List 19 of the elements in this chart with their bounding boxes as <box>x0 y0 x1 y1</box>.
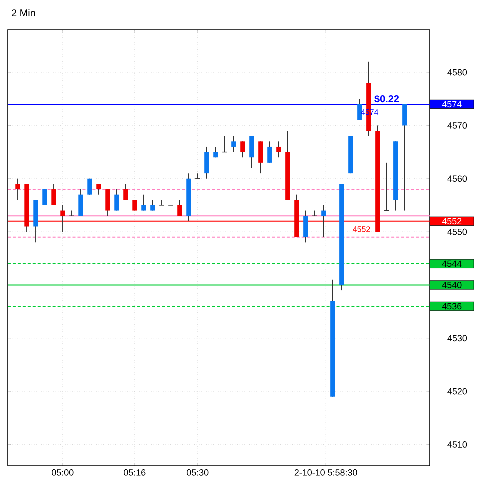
x-tick-label: 05:00 <box>52 470 74 476</box>
ref-line-label: 4540 <box>442 282 462 288</box>
x-tick-label: 05:30 <box>186 470 209 476</box>
x-tick-label: 2-10-10 5:58:30 <box>294 470 358 476</box>
ref-line-label: 4552 <box>442 218 462 225</box>
y-tick-label: 4510 <box>448 442 468 448</box>
y-tick-label: 4550 <box>448 228 468 236</box>
x-tick-label: 05:16 <box>124 470 146 476</box>
ref-line-label: 4544 <box>442 260 462 268</box>
ref-line-label: 4536 <box>442 303 462 310</box>
candlestick <box>322 205 326 238</box>
y-tick-label: 4570 <box>448 122 468 129</box>
chart-title: 2 Min <box>12 9 36 17</box>
y-tick-label: 4520 <box>448 388 468 395</box>
ref-line-label: 4574 <box>442 101 462 108</box>
y-tick-label: 4560 <box>448 176 468 182</box>
y-tick-label: 4580 <box>448 69 468 76</box>
y-tick-label: 4530 <box>448 335 468 342</box>
annotation: $0.22 <box>374 95 400 104</box>
